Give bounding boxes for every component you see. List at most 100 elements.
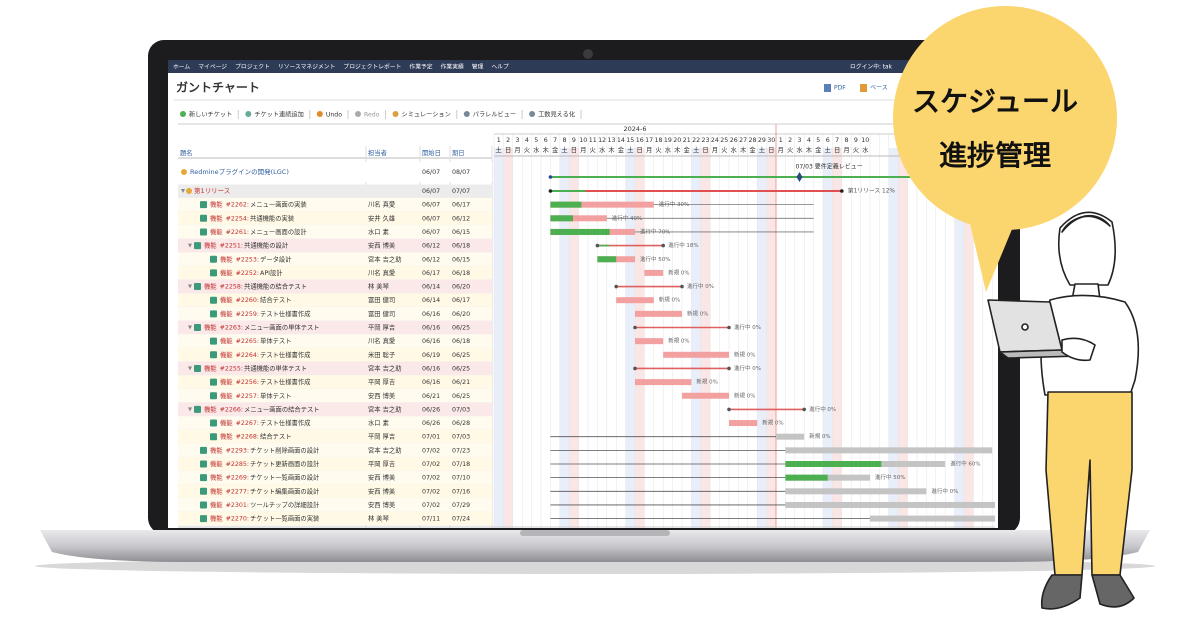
start-date: 06/14: [422, 284, 440, 291]
issue-id: #2269:: [226, 475, 249, 482]
bubble-text: スケジュール: [912, 85, 1078, 118]
row-bg: [178, 252, 492, 267]
milestone-label: 07/03 要件定義レビュー: [796, 163, 863, 171]
day-label: 28: [748, 137, 756, 144]
day-label: 4: [807, 137, 811, 144]
start-date: 06/17: [422, 270, 440, 277]
weekday-label: 金: [552, 145, 559, 154]
start-date: 06/07: [422, 229, 440, 236]
nav-item: 作業予定: [409, 63, 432, 71]
bar-end: [727, 407, 731, 412]
row-bg: [178, 375, 492, 389]
issue-status: 新規 0%: [734, 350, 755, 358]
expander: [188, 407, 192, 412]
assignee: 安井 久雄: [368, 213, 395, 222]
day-label: 10: [861, 137, 869, 144]
weekday-label: 土: [759, 145, 765, 154]
row-bg: [178, 225, 492, 239]
tracker-icon: [210, 392, 217, 400]
toolbar-icon: [245, 111, 252, 117]
assignee: 林 美琴: [368, 514, 390, 523]
tracker: 機能: [220, 432, 233, 441]
bar-end: [680, 284, 684, 289]
bar-end: [840, 189, 844, 193]
start-date: 06/07: [422, 202, 440, 209]
expander: [188, 243, 192, 248]
issue-status: 進行中 0%: [734, 323, 761, 331]
due-date: 06/18: [452, 270, 470, 277]
pdf-icon: [824, 84, 831, 92]
issue-id: #2256:: [236, 379, 259, 386]
issue-status: 進行中 30%: [659, 200, 689, 208]
day-label: 17: [645, 137, 653, 144]
weekday-label: 月: [843, 146, 849, 154]
weekday-label: 水: [862, 145, 869, 154]
day-label: 8: [844, 137, 848, 144]
issue-status: 新規 0%: [687, 309, 708, 317]
due-date: 06/21: [452, 379, 470, 386]
assignee: 平岡 厚吉: [368, 378, 395, 386]
start-date: 07/02: [422, 488, 440, 495]
laptop-notch: [520, 530, 670, 536]
bubble-tail: [968, 215, 1015, 292]
tracker: 機能: [210, 500, 223, 509]
issue-progress: [550, 201, 582, 208]
weekday-label: 火: [787, 147, 794, 154]
day-label: 13: [607, 137, 615, 144]
tracker-icon: [200, 487, 207, 495]
start-date: 06/16: [422, 325, 440, 332]
weekday-label: 月: [580, 146, 586, 154]
weekday-label: 木: [543, 145, 550, 154]
weekday-label: 月: [514, 146, 520, 154]
issue-subject: メニュー画面の実装: [250, 200, 307, 209]
row-bg: [178, 293, 492, 308]
issue-bar: [729, 420, 758, 427]
start-date: 06/19: [422, 352, 440, 359]
start-date: 06/16: [422, 365, 440, 372]
nav-item: 管理: [472, 63, 484, 71]
issue-status: 進行中 60%: [950, 460, 980, 468]
weekend-column: [766, 148, 776, 528]
expander: [188, 325, 192, 330]
weekday-label: 月: [712, 146, 718, 154]
nav-bar: [168, 60, 998, 73]
issue-subject: メニュー画面の設計: [250, 227, 307, 236]
issue-subject: 結合テスト: [260, 295, 291, 304]
row-bg: [178, 416, 492, 430]
start-date: 07/11: [422, 516, 440, 523]
issue-status: 新規 0%: [809, 432, 830, 440]
day-label: 27: [739, 137, 747, 144]
tracker-icon: [194, 324, 201, 331]
column-header: 題名: [180, 148, 193, 157]
tracker: 機能: [210, 445, 223, 454]
assignee: 冨田 健司: [368, 309, 395, 318]
weekday-label: 水: [599, 145, 606, 154]
weekend-column: [635, 148, 645, 528]
issue-subject: データ設計: [260, 254, 292, 263]
weekend-column: [569, 148, 579, 528]
tracker: 機能: [220, 391, 233, 400]
assignee: 安西 博美: [368, 486, 396, 495]
expander: [181, 189, 185, 193]
issue-id: #2277:: [226, 488, 249, 495]
tracker-icon: [210, 419, 217, 427]
start-date: 06/16: [422, 311, 440, 318]
column-header: 期日: [452, 149, 465, 157]
issue-id: #2252:: [236, 270, 259, 277]
issue-subject: テスト仕様書作成: [260, 350, 311, 359]
due-date: 07/18: [452, 461, 470, 468]
weekday-label: 日: [637, 146, 643, 154]
row-bg: [178, 348, 492, 362]
issue-subject: チケット一覧画面の設計: [250, 473, 320, 482]
issue-bar: [785, 447, 993, 454]
bar-end: [548, 189, 553, 193]
row-bg: [178, 238, 492, 253]
bar-end: [595, 243, 600, 248]
issue-id: #2251:: [220, 243, 243, 250]
tracker-icon: [210, 255, 217, 263]
weekday-label: 木: [806, 145, 813, 154]
issue-subject: チケット更新画面の設計: [250, 459, 320, 468]
issue-bar: [616, 297, 654, 304]
day-label: 16: [636, 137, 644, 144]
toolbar-item: シミュレーション: [402, 112, 451, 119]
